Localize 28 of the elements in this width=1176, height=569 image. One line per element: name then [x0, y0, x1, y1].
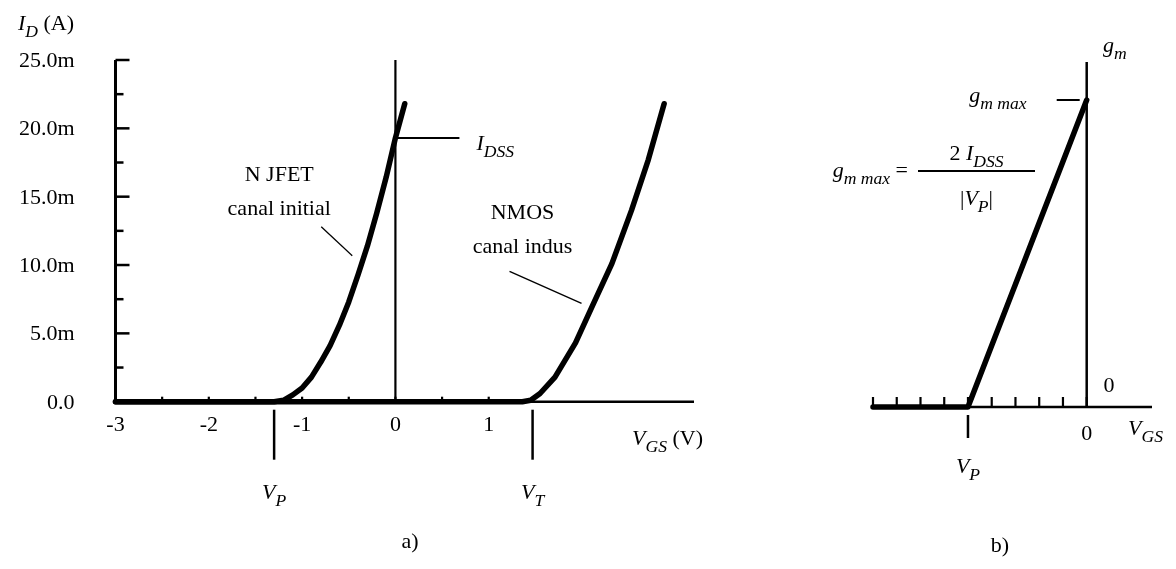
y-tick-label: 10.0m	[18, 252, 75, 278]
ref-line-label: g$_{m max}$	[969, 82, 1027, 113]
ref-line-label: V$_{P}$	[262, 478, 287, 510]
x-tick-label: -2	[199, 410, 218, 436]
series-label: NMOS canal indus	[472, 199, 573, 259]
x-tick-label: 0	[1081, 420, 1093, 445]
x-axis-title: V$_{GS}$ (V)	[632, 424, 704, 456]
x-tick-label: 1	[483, 410, 495, 436]
series-label: N JFET canal initial	[227, 160, 331, 220]
x-tick-label: -3	[106, 410, 125, 436]
text: a)	[401, 528, 419, 553]
annotation: |V$_{P}$|	[959, 185, 994, 216]
text: b)	[990, 532, 1010, 557]
x-axis-title: V$_{GS}$	[1128, 415, 1164, 446]
y-tick-label: 20.0m	[18, 115, 75, 141]
y-tick-label: 25.0m	[18, 47, 75, 72]
annotation: 2 I$_{DSS}$	[949, 140, 1004, 171]
y-axis-title: g$_{m}$	[1103, 32, 1127, 63]
ref-line-label: V$_{T}$	[520, 478, 546, 510]
x-tick-label: 0	[389, 410, 401, 436]
y-axis-title: I$_{D}$ (A)	[17, 10, 75, 41]
y-tick-label: 15.0m	[18, 183, 75, 209]
y-tick-label: 5.0m	[29, 320, 75, 346]
y-tick-label: 0.0	[47, 388, 75, 414]
ref-line-label: I$_{DSS}$	[475, 129, 515, 161]
text: 0	[1103, 372, 1115, 397]
x-tick-label: -1	[292, 410, 312, 436]
annotation: g$_{m max}$ =	[832, 157, 908, 188]
